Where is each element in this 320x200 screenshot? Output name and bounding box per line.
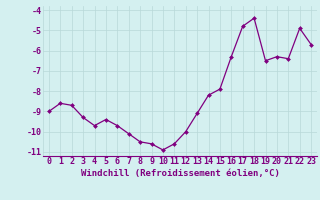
X-axis label: Windchill (Refroidissement éolien,°C): Windchill (Refroidissement éolien,°C) bbox=[81, 169, 279, 178]
